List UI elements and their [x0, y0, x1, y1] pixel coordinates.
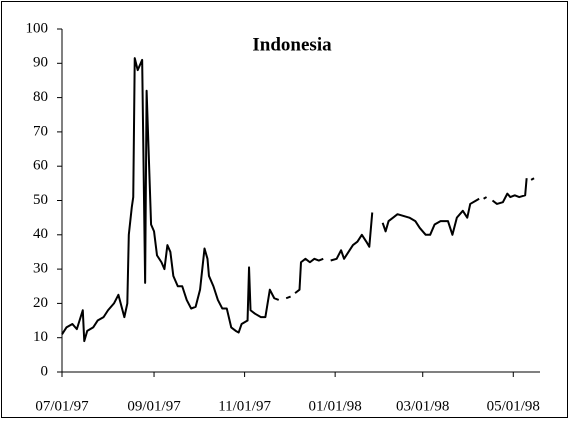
y-tick-label: 80 — [33, 89, 48, 105]
x-tick-label: 01/01/98 — [308, 398, 361, 414]
y-tick-label: 50 — [33, 192, 48, 208]
x-tick-label: 07/01/97 — [35, 398, 89, 414]
y-tick-label: 70 — [33, 123, 48, 139]
y-tick-label: 30 — [33, 261, 48, 277]
y-tick-label: 100 — [26, 20, 49, 36]
x-tick-label: 03/01/98 — [396, 398, 449, 414]
x-tick-label: 11/01/97 — [218, 398, 271, 414]
y-tick-label: 20 — [33, 295, 48, 311]
y-tick-label: 90 — [33, 55, 48, 71]
y-tick-label: 40 — [33, 226, 48, 242]
chart-title: Indonesia — [252, 34, 332, 55]
y-tick-label: 10 — [33, 329, 48, 345]
x-tick-label: 05/01/98 — [487, 398, 540, 414]
x-tick-label: 09/01/97 — [127, 398, 181, 414]
data-line — [61, 57, 535, 343]
y-tick-label: 60 — [33, 158, 48, 174]
y-tick-label: 0 — [41, 363, 49, 379]
